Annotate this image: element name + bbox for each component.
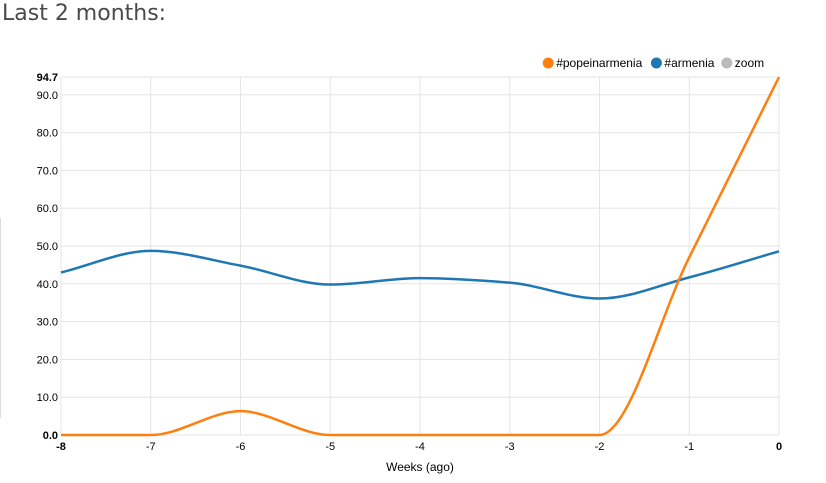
y-tick-label: 30.0 <box>37 317 58 329</box>
page-heading: Last 2 months: <box>2 1 167 26</box>
data-point-armenia <box>149 249 153 253</box>
y-tick-label: 0.0 <box>43 430 58 442</box>
legend-label-popeinarmenia: #popeinarmenia <box>556 56 642 70</box>
x-tick-label: -1 <box>684 441 694 453</box>
y-tick-label: 90.0 <box>37 90 58 102</box>
data-point-popeinarmenia <box>149 433 153 437</box>
data-point-armenia <box>239 264 243 268</box>
data-point-armenia <box>328 283 332 287</box>
data-point-popeinarmenia <box>687 255 691 259</box>
data-point-armenia <box>687 275 691 279</box>
data-point-armenia <box>598 297 602 301</box>
legend-marker-zoom <box>721 57 733 69</box>
x-tick-label: -6 <box>236 441 246 453</box>
data-point-popeinarmenia <box>239 409 243 413</box>
data-point-popeinarmenia <box>598 433 602 437</box>
legend-item-zoom[interactable]: zoom <box>721 56 764 70</box>
y-tick-label: 70.0 <box>37 165 58 177</box>
data-point-popeinarmenia <box>508 433 512 437</box>
y-tick-label: 60.0 <box>37 203 58 215</box>
x-tick-label: -2 <box>595 441 605 453</box>
legend-label-zoom: zoom <box>735 56 764 70</box>
series-line-armenia <box>60 249 780 300</box>
y-tick-label: 80.0 <box>37 128 58 140</box>
legend-marker-armenia <box>650 57 662 69</box>
legend-item-popeinarmenia[interactable]: #popeinarmenia <box>542 56 643 70</box>
axes: 0.0 10.0 20.0 30.0 40.0 50.0 60.0 70.0 80.0 90.0 9… <box>37 72 782 453</box>
data-point-popeinarmenia <box>59 433 63 437</box>
legend-marker-popeinarmenia <box>542 57 554 69</box>
y-tick-label: 40.0 <box>37 279 58 291</box>
y-tick-label: 94.7 <box>37 72 58 84</box>
x-tick-label: -3 <box>505 441 515 453</box>
series-line-popeinarmenia <box>61 76 781 437</box>
x-tick-label: -7 <box>146 441 156 453</box>
y-tick-label: 10.0 <box>37 392 58 404</box>
data-point-popeinarmenia <box>418 433 422 437</box>
x-tick-label: -5 <box>325 441 335 453</box>
data-point-armenia <box>777 249 781 253</box>
y-tick-label: 20.0 <box>37 354 58 366</box>
legend: #popeinarmenia #armenia zoom <box>542 56 764 70</box>
grid <box>60 76 780 436</box>
series-lines <box>59 75 781 437</box>
x-axis-label: Weeks (ago) <box>386 460 454 474</box>
data-point-popeinarmenia <box>328 433 332 437</box>
left-divider <box>0 218 1 418</box>
x-tick-label: -8 <box>56 441 66 453</box>
y-tick-label: 50.0 <box>37 241 58 253</box>
x-tick-label: -4 <box>415 441 425 453</box>
data-point-armenia <box>508 281 512 285</box>
data-point-armenia <box>418 276 422 280</box>
data-point-popeinarmenia <box>777 75 781 79</box>
x-tick-label: 0 <box>776 441 782 453</box>
legend-item-armenia[interactable]: #armenia <box>650 56 715 70</box>
data-point-armenia <box>59 270 63 274</box>
legend-label-armenia: #armenia <box>664 56 714 70</box>
